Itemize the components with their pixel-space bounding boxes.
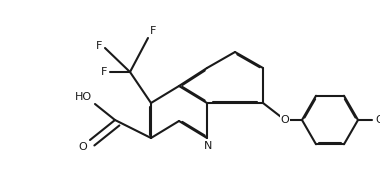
Text: F: F	[150, 26, 157, 36]
Text: HO: HO	[75, 92, 92, 102]
Text: N: N	[204, 141, 212, 151]
Text: O: O	[78, 142, 87, 152]
Text: F: F	[101, 67, 107, 77]
Text: F: F	[96, 41, 102, 51]
Text: O: O	[280, 115, 290, 125]
Text: CH₃: CH₃	[375, 115, 380, 125]
